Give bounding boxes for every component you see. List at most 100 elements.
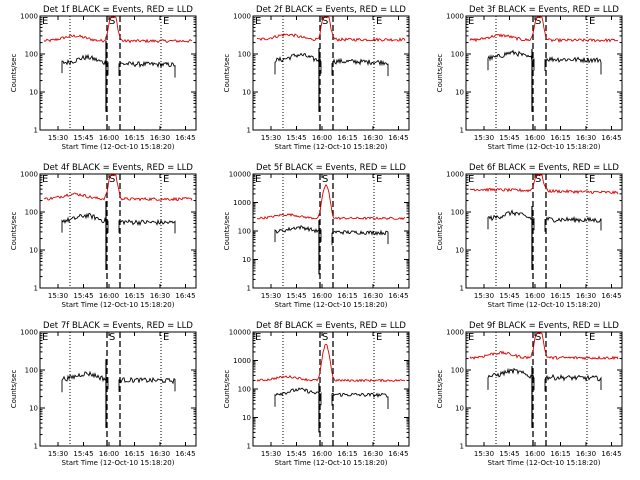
y-tick-label: 1 bbox=[460, 443, 464, 451]
e-marker-label: E bbox=[468, 174, 474, 185]
y-tick-label: 1 bbox=[460, 285, 464, 293]
y-tick-label: 10 bbox=[455, 247, 464, 255]
chart-title: Det 9f BLACK = Events, RED = LLD bbox=[469, 321, 619, 331]
y-tick-label: 1000 bbox=[446, 329, 464, 337]
y-tick-label: 1000 bbox=[446, 171, 464, 179]
x-axis-label: Start Time (12-Oct-10 15:18:20) bbox=[62, 459, 175, 467]
x-tick-label: 16:00 bbox=[525, 450, 545, 458]
x-tick-label: 15:45 bbox=[286, 134, 306, 142]
x-tick-label: 16:15 bbox=[550, 292, 570, 300]
y-tick-label: 1 bbox=[34, 127, 38, 135]
x-tick-label: 16:15 bbox=[550, 450, 570, 458]
x-tick-label: 16:45 bbox=[601, 450, 621, 458]
y-tick-label: 100 bbox=[451, 209, 464, 217]
x-axis-label: Start Time (12-Oct-10 15:18:20) bbox=[488, 459, 601, 467]
y-tick-label: 10 bbox=[29, 247, 38, 255]
x-tick-label: 15:45 bbox=[286, 292, 306, 300]
plot-frame bbox=[465, 173, 623, 289]
events-series-line bbox=[487, 367, 602, 392]
lld-series-line bbox=[256, 16, 406, 42]
y-tick-label: 10 bbox=[29, 405, 38, 413]
x-tick-label: 16:15 bbox=[124, 292, 144, 300]
e-marker-label: E bbox=[376, 174, 382, 185]
chart-title: Det 6f BLACK = Events, RED = LLD bbox=[469, 163, 619, 173]
x-tick-label: 16:15 bbox=[337, 450, 357, 458]
x-tick-label: 16:30 bbox=[150, 134, 170, 142]
x-tick-label: 15:45 bbox=[499, 450, 519, 458]
plot-frame bbox=[252, 15, 410, 131]
y-tick-label: 1 bbox=[34, 443, 38, 451]
x-tick-label: 16:15 bbox=[550, 134, 570, 142]
chart-panel: Det 5f BLACK = Events, RED = LLD 1 10 100 10… bbox=[223, 163, 410, 309]
y-tick-label: 10 bbox=[242, 414, 251, 422]
lld-series-line bbox=[469, 332, 619, 361]
e-marker-label: E bbox=[42, 332, 48, 343]
x-tick-label: 15:30 bbox=[48, 292, 68, 300]
chart-panel: Det 4f BLACK = Events, RED = LLD 1 10 100 10… bbox=[10, 163, 197, 309]
x-tick-label: 16:45 bbox=[175, 450, 195, 458]
plot-frame bbox=[465, 15, 623, 131]
x-axis-label: Start Time (12-Oct-10 15:18:20) bbox=[275, 459, 388, 467]
x-tick-label: 16:30 bbox=[150, 450, 170, 458]
y-tick-label: 10 bbox=[242, 256, 251, 264]
e-marker-label: E bbox=[163, 174, 169, 185]
y-tick-label: 1 bbox=[247, 127, 251, 135]
lld-series-line bbox=[469, 174, 619, 195]
x-tick-label: 15:45 bbox=[73, 134, 93, 142]
y-tick-label: 1 bbox=[34, 285, 38, 293]
chart-title: Det 5f BLACK = Events, RED = LLD bbox=[256, 163, 406, 173]
x-tick-label: 15:45 bbox=[73, 292, 93, 300]
y-tick-label: 100 bbox=[238, 228, 251, 236]
x-tick-label: 16:45 bbox=[388, 292, 408, 300]
s-marker-label: S bbox=[322, 174, 328, 185]
x-tick-label: 16:30 bbox=[576, 450, 596, 458]
s-marker-label: S bbox=[109, 16, 115, 27]
chart-panel: Det 8f BLACK = Events, RED = LLD 1 10 100 10… bbox=[223, 321, 410, 467]
x-tick-label: 16:15 bbox=[124, 134, 144, 142]
x-tick-label: 16:30 bbox=[576, 134, 596, 142]
y-tick-label: 100 bbox=[238, 51, 251, 59]
e-marker-label: E bbox=[42, 174, 48, 185]
y-axis-label: Counts/sec bbox=[10, 54, 18, 93]
x-tick-label: 15:30 bbox=[48, 134, 68, 142]
y-tick-label: 1000 bbox=[20, 329, 38, 337]
e-marker-label: E bbox=[589, 174, 595, 185]
e-marker-label: E bbox=[42, 16, 48, 27]
x-tick-label: 15:45 bbox=[286, 450, 306, 458]
y-tick-label: 100 bbox=[238, 386, 251, 394]
e-marker-label: E bbox=[468, 16, 474, 27]
lld-series-line bbox=[469, 16, 619, 44]
s-marker-label: S bbox=[109, 332, 115, 343]
x-axis-label: Start Time (12-Oct-10 15:18:20) bbox=[62, 301, 175, 309]
e-marker-label: E bbox=[376, 332, 382, 343]
x-tick-label: 16:00 bbox=[312, 134, 332, 142]
chart-panel: Det 7f BLACK = Events, RED = LLD 1 10 100 10… bbox=[10, 321, 197, 467]
plot-frame bbox=[252, 331, 410, 447]
x-tick-label: 15:30 bbox=[48, 450, 68, 458]
chart-panel: Det 2f BLACK = Events, RED = LLD 1 10 100 10… bbox=[223, 5, 410, 151]
e-marker-label: E bbox=[255, 16, 261, 27]
x-tick-label: 16:45 bbox=[388, 450, 408, 458]
y-tick-label: 1000 bbox=[20, 171, 38, 179]
y-axis-label: Counts/sec bbox=[223, 370, 231, 409]
x-axis-label: Start Time (12-Oct-10 15:18:20) bbox=[275, 143, 388, 151]
y-tick-label: 1 bbox=[460, 127, 464, 135]
y-tick-label: 1 bbox=[247, 285, 251, 293]
y-tick-label: 1000 bbox=[233, 199, 251, 207]
y-tick-label: 10 bbox=[242, 89, 251, 97]
x-axis-label: Start Time (12-Oct-10 15:18:20) bbox=[62, 143, 175, 151]
x-tick-label: 16:30 bbox=[363, 134, 383, 142]
y-tick-label: 10000 bbox=[229, 171, 251, 179]
e-marker-label: E bbox=[163, 332, 169, 343]
lld-series-line bbox=[43, 174, 193, 202]
chart-title: Det 2f BLACK = Events, RED = LLD bbox=[256, 5, 406, 15]
chart-panel: Det 6f BLACK = Events, RED = LLD 1 10 100 10… bbox=[436, 163, 623, 309]
x-tick-label: 16:00 bbox=[99, 292, 119, 300]
e-marker-label: E bbox=[589, 16, 595, 27]
x-tick-label: 15:45 bbox=[499, 134, 519, 142]
x-tick-label: 16:15 bbox=[337, 134, 357, 142]
e-marker-label: E bbox=[163, 16, 169, 27]
s-marker-label: S bbox=[535, 332, 541, 343]
y-tick-label: 100 bbox=[451, 367, 464, 375]
